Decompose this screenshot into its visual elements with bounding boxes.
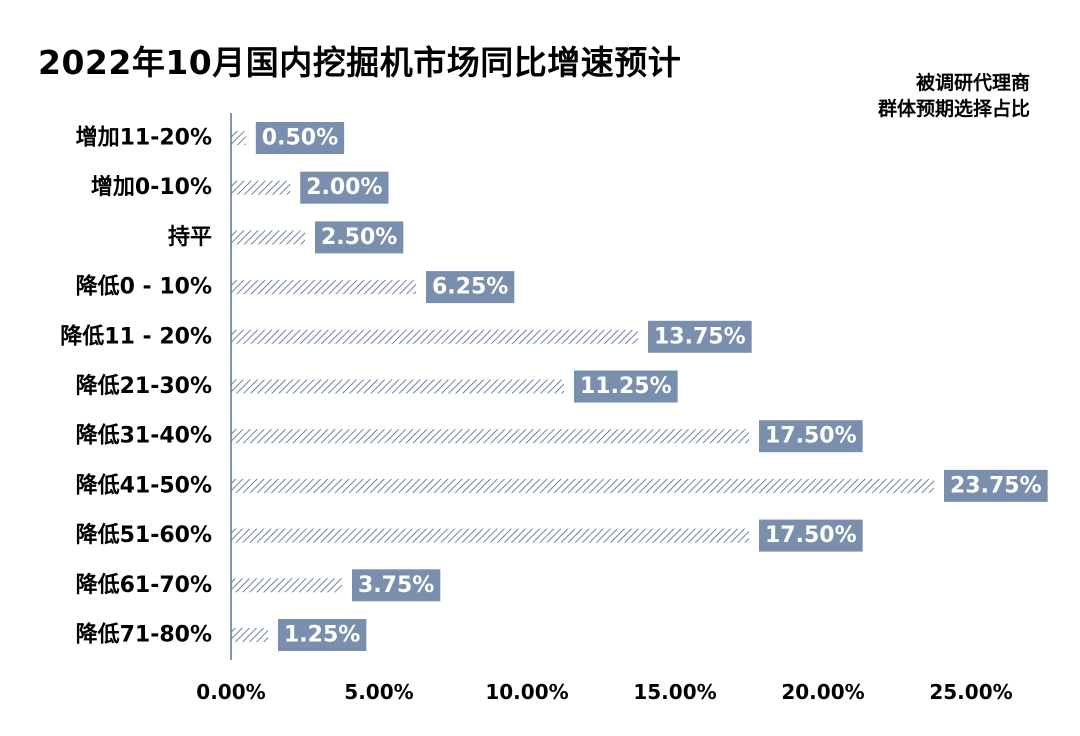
data-label-text-10: 1.25% <box>284 623 360 648</box>
x-tick-label-0: 0.00% <box>196 680 265 704</box>
category-label-9: 降低61-70% <box>76 573 212 598</box>
data-label-1: 2.00% <box>300 171 389 204</box>
category-label-5: 降低21-30% <box>76 374 212 399</box>
data-label-text-8: 17.50% <box>765 523 857 548</box>
chart-title: 2022年10月国内挖掘机市场同比增速预计 <box>38 43 682 82</box>
data-label-text-3: 6.25% <box>432 275 508 300</box>
data-label-text-0: 0.50% <box>262 126 338 151</box>
bar-8 <box>231 528 749 543</box>
data-label-9: 3.75% <box>352 569 441 602</box>
bars-layer <box>231 131 934 642</box>
category-label-8: 降低51-60% <box>76 523 212 548</box>
data-label-4: 13.75% <box>648 320 752 353</box>
data-label-text-2: 2.50% <box>321 225 397 250</box>
data-labels: 0.50% 2.00% 2.50% 6.25% 13.75% 11.25% 17.50% 23… <box>255 122 1048 651</box>
x-tick-label-4: 20.00% <box>781 680 864 704</box>
data-label-0: 0.50% <box>255 122 345 154</box>
data-label-bg-7 <box>944 469 1048 502</box>
category-label-7: 降低41-50% <box>76 473 212 498</box>
data-label-bg-5 <box>574 370 678 403</box>
x-tick-labels: 0.00% 5.00% 10.00% 15.00% 20.00% 25.00% <box>196 680 1012 704</box>
bar-10 <box>231 628 268 642</box>
data-label-text-5: 11.25% <box>580 374 672 399</box>
category-label-3: 降低0 - 10% <box>76 275 212 300</box>
data-label-10: 1.25% <box>278 619 367 651</box>
x-tick-label-5: 25.00% <box>929 680 1012 704</box>
data-label-bg-10 <box>278 619 367 651</box>
bar-5 <box>231 379 564 394</box>
x-tick-label-1: 5.00% <box>344 680 413 704</box>
category-label-10: 降低71-80% <box>76 623 212 648</box>
data-label-5: 11.25% <box>574 370 678 403</box>
data-label-7: 23.75% <box>944 469 1048 502</box>
category-label-1: 增加0-10% <box>91 174 212 200</box>
data-label-bg-2 <box>315 221 404 254</box>
bar-7 <box>231 478 934 493</box>
chart-subtitle: 被调研代理商 群体预期选择占比 <box>878 70 1030 122</box>
bar-1 <box>231 180 291 195</box>
data-label-6: 17.50% <box>759 420 863 453</box>
category-label-0: 增加11-20% <box>76 125 212 151</box>
data-label-bg-1 <box>300 171 389 204</box>
category-label-2: 持平 <box>168 225 212 250</box>
bar-0 <box>231 131 246 145</box>
data-label-bg-3 <box>426 271 515 304</box>
chart-subtitle-line-2: 群体预期选择占比 <box>877 98 1030 120</box>
data-label-text-7: 23.75% <box>950 473 1042 498</box>
category-label-6: 降低31-40% <box>76 424 212 449</box>
data-label-bg-4 <box>648 320 752 353</box>
bar-4 <box>231 329 638 344</box>
data-label-3: 6.25% <box>426 271 515 304</box>
bar-2 <box>231 230 305 245</box>
data-label-text-9: 3.75% <box>358 573 434 598</box>
chart-subtitle-line-1: 被调研代理商 <box>915 72 1030 94</box>
data-label-bg-0 <box>255 122 345 154</box>
bar-3 <box>231 280 416 295</box>
data-label-bg-8 <box>759 519 863 552</box>
bar-9 <box>231 578 342 593</box>
category-label-4: 降低11 - 20% <box>60 324 212 349</box>
data-label-8: 17.50% <box>759 519 863 552</box>
x-tick-label-2: 10.00% <box>485 680 568 704</box>
data-label-bg-6 <box>759 420 863 453</box>
data-label-bg-9 <box>352 569 441 602</box>
data-label-text-4: 13.75% <box>654 324 746 349</box>
data-label-2: 2.50% <box>315 221 404 254</box>
bar-6 <box>231 429 749 444</box>
data-label-text-6: 17.50% <box>765 424 857 449</box>
x-tick-label-3: 15.00% <box>633 680 716 704</box>
data-label-text-1: 2.00% <box>306 175 382 200</box>
